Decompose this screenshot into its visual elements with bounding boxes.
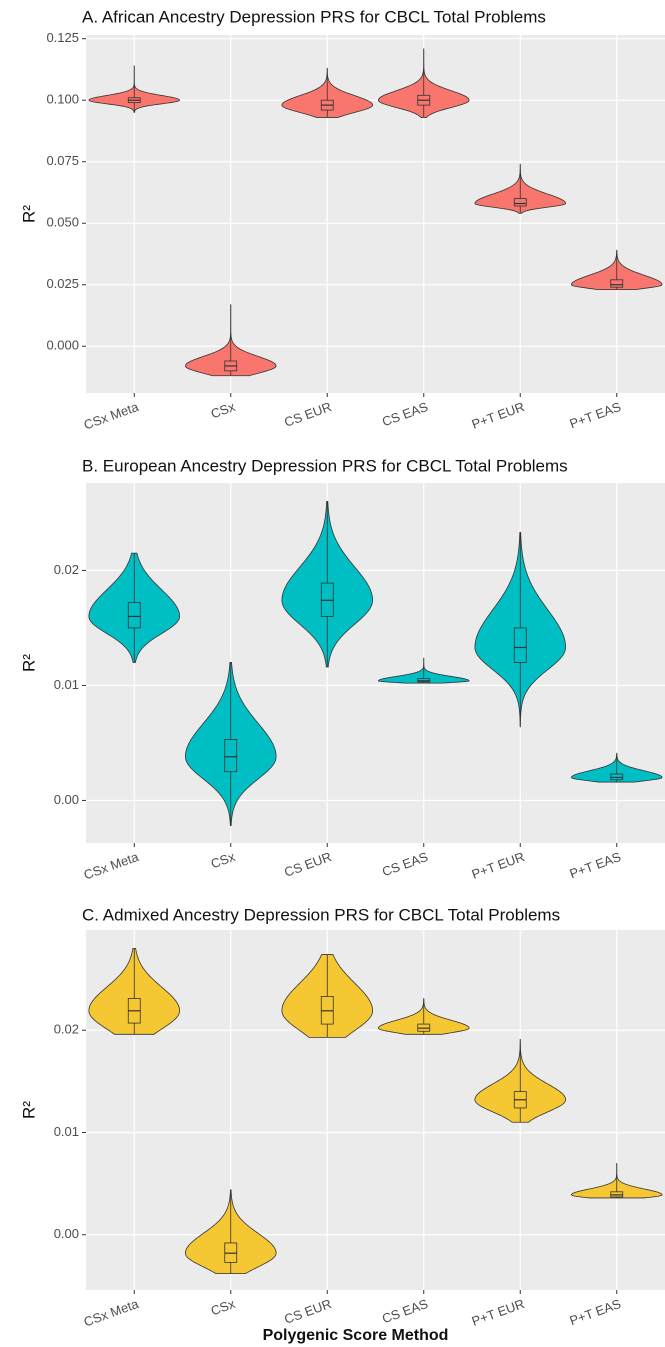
- plot-background: [86, 483, 665, 843]
- y-tick-label: 0.01: [54, 1124, 79, 1139]
- plot-background: [86, 35, 665, 393]
- y-tick-label: 0.100: [46, 92, 79, 107]
- y-axis-title: R²: [19, 654, 38, 672]
- y-tick-label: 0.050: [46, 215, 79, 230]
- x-tick-label: CS EAS: [380, 849, 430, 880]
- x-tick-label: P+T EUR: [470, 399, 527, 432]
- x-tick-label: CSx Meta: [82, 849, 141, 883]
- box: [127, 602, 141, 629]
- chart-title: A. African Ancestry Depression PRS for C…: [82, 7, 546, 26]
- box: [513, 627, 527, 663]
- x-tick-label: CS EAS: [380, 1296, 430, 1327]
- x-tick-label: P+T EAS: [567, 849, 623, 882]
- x-tick-label: CS EUR: [282, 399, 333, 430]
- y-tick-label: 0.125: [46, 30, 79, 45]
- x-tick-label: CSx: [209, 849, 238, 872]
- x-tick-label: CSx Meta: [82, 399, 141, 433]
- x-axis-title: Polygenic Score Method: [263, 1327, 449, 1344]
- box: [610, 279, 624, 288]
- y-tick-label: 0.02: [54, 1022, 79, 1037]
- chart-title: C. Admixed Ancestry Depression PRS for C…: [82, 905, 560, 924]
- y-tick-label: 0.02: [54, 562, 79, 577]
- y-tick-label: 0.025: [46, 276, 79, 291]
- y-tick-label: 0.00: [54, 1226, 79, 1241]
- x-tick-label: P+T EAS: [567, 1296, 623, 1329]
- y-tick-label: 0.01: [54, 677, 79, 692]
- x-tick-label: CS EUR: [282, 849, 333, 880]
- box: [224, 739, 238, 773]
- chart-title: B. European Ancestry Depression PRS for …: [82, 456, 568, 475]
- x-tick-label: CS EAS: [380, 399, 430, 430]
- x-tick-label: P+T EAS: [567, 399, 623, 432]
- x-tick-label: P+T EUR: [470, 849, 527, 882]
- x-tick-label: P+T EUR: [470, 1296, 527, 1329]
- plot-background: [86, 930, 665, 1290]
- x-tick-label: CSx: [209, 399, 238, 422]
- x-tick-label: CS EUR: [282, 1296, 333, 1327]
- box: [513, 198, 527, 207]
- x-tick-label: CSx: [209, 1296, 238, 1319]
- x-tick-label: CSx Meta: [82, 1296, 141, 1330]
- y-tick-label: 0.00: [54, 792, 79, 807]
- y-tick-label: 0.075: [46, 153, 79, 168]
- y-axis-title: R²: [19, 205, 38, 223]
- y-tick-label: 0.000: [46, 338, 79, 353]
- y-axis-title: R²: [19, 1101, 38, 1119]
